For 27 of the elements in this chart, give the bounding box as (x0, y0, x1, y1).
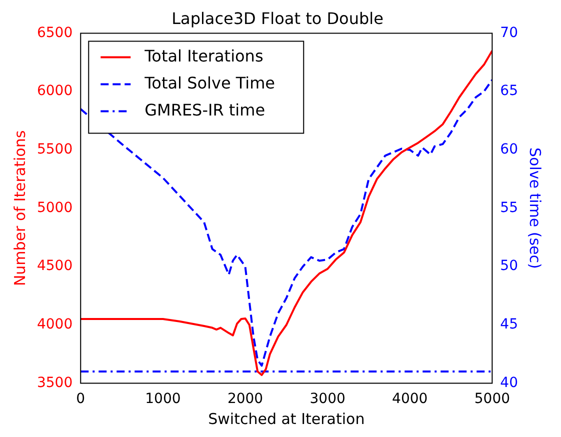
x-tick-label: 1000 (145, 391, 181, 408)
legend-label: Total Iterations (144, 46, 264, 66)
y2-tick-label: 45 (500, 316, 518, 333)
y2-tick-label: 70 (500, 24, 518, 41)
legend-label: GMRES-IR time (144, 100, 266, 120)
y-tick-label: 3500 (36, 374, 73, 391)
y-tick-label: 4500 (36, 258, 73, 274)
y2-tick-label: 40 (500, 374, 518, 391)
y2-axis-title: Solve time (sec) (526, 147, 544, 269)
y2-tick-label: 60 (500, 142, 518, 158)
y2-tick-label: 50 (500, 258, 518, 274)
y-tick-label: 6500 (36, 24, 73, 41)
y-tick-label: 6000 (36, 83, 73, 100)
x-tick-label: 2000 (227, 391, 264, 408)
x-tick-label: 5000 (474, 391, 510, 408)
y-tick-label: 4000 (36, 316, 73, 333)
x-tick-label: 0 (76, 391, 86, 408)
y-axis-title: Number of Iterations (10, 130, 29, 286)
y2-tick-label: 55 (500, 200, 518, 216)
y-tick-label: 5000 (36, 200, 73, 216)
x-tick-label: 3000 (310, 391, 346, 408)
y2-tick-label: 65 (500, 83, 518, 100)
legend-label: Total Solve Time (144, 73, 276, 92)
x-tick-label: 4000 (392, 391, 428, 408)
chart-title: Laplace3D Float to Double (172, 8, 384, 28)
y-tick-label: 5500 (36, 142, 73, 158)
x-axis-title: Switched at Iteration (208, 410, 365, 428)
